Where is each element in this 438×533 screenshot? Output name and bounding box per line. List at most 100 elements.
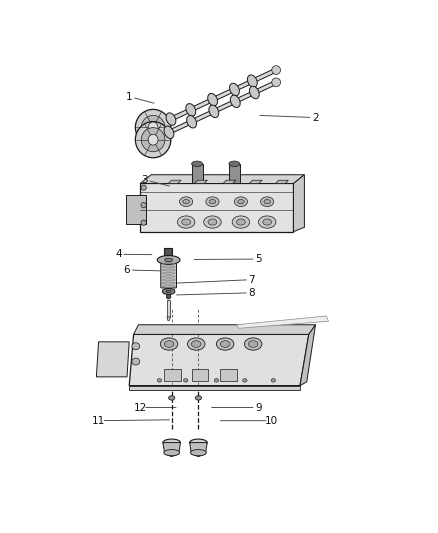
Bar	[164, 369, 181, 381]
Polygon shape	[167, 317, 170, 320]
Polygon shape	[163, 442, 180, 457]
Ellipse shape	[182, 219, 191, 225]
Polygon shape	[293, 175, 304, 232]
Bar	[164, 248, 172, 255]
Ellipse shape	[190, 439, 207, 446]
Polygon shape	[276, 180, 288, 183]
Ellipse shape	[206, 197, 219, 206]
Ellipse shape	[163, 439, 180, 446]
Polygon shape	[249, 180, 262, 183]
Ellipse shape	[187, 338, 205, 350]
Ellipse shape	[180, 197, 193, 206]
Ellipse shape	[243, 378, 247, 382]
Ellipse shape	[186, 103, 196, 116]
Ellipse shape	[191, 449, 206, 456]
Ellipse shape	[271, 378, 276, 382]
Polygon shape	[194, 180, 208, 183]
Ellipse shape	[157, 255, 180, 264]
Ellipse shape	[141, 220, 146, 225]
Ellipse shape	[244, 338, 262, 350]
Ellipse shape	[230, 83, 240, 96]
Polygon shape	[192, 164, 202, 183]
Ellipse shape	[247, 75, 257, 87]
Polygon shape	[237, 316, 328, 328]
Polygon shape	[190, 442, 207, 457]
Ellipse shape	[191, 341, 201, 348]
Ellipse shape	[183, 199, 189, 204]
Text: 11: 11	[92, 416, 105, 426]
Bar	[192, 369, 208, 381]
Polygon shape	[134, 325, 315, 334]
Polygon shape	[129, 386, 300, 390]
Ellipse shape	[237, 219, 245, 225]
Polygon shape	[126, 195, 145, 224]
Text: 2: 2	[312, 112, 319, 123]
Ellipse shape	[272, 78, 280, 87]
Text: 9: 9	[255, 402, 262, 413]
Ellipse shape	[141, 115, 165, 140]
Ellipse shape	[135, 109, 171, 146]
Ellipse shape	[264, 199, 271, 204]
Ellipse shape	[272, 66, 280, 75]
Polygon shape	[155, 69, 274, 128]
Ellipse shape	[209, 199, 216, 204]
Ellipse shape	[166, 290, 171, 293]
Text: 5: 5	[255, 254, 262, 264]
FancyBboxPatch shape	[161, 263, 177, 288]
Ellipse shape	[162, 288, 175, 295]
Ellipse shape	[204, 216, 221, 228]
Ellipse shape	[187, 116, 197, 128]
Polygon shape	[168, 180, 181, 183]
Text: 4: 4	[115, 249, 122, 259]
Ellipse shape	[157, 378, 162, 382]
Ellipse shape	[214, 378, 219, 382]
Ellipse shape	[263, 219, 272, 225]
Ellipse shape	[160, 338, 178, 350]
Text: 3: 3	[141, 175, 148, 185]
Ellipse shape	[195, 395, 201, 400]
Ellipse shape	[184, 378, 188, 382]
Text: 7: 7	[248, 274, 255, 285]
Ellipse shape	[164, 341, 174, 348]
Ellipse shape	[261, 197, 274, 206]
Ellipse shape	[208, 219, 217, 225]
Ellipse shape	[237, 199, 244, 204]
Ellipse shape	[166, 113, 176, 125]
Ellipse shape	[249, 86, 259, 99]
Ellipse shape	[166, 295, 171, 299]
Ellipse shape	[169, 395, 175, 400]
Ellipse shape	[248, 341, 258, 348]
Ellipse shape	[141, 128, 165, 152]
Text: 8: 8	[248, 288, 255, 298]
Text: 10: 10	[265, 416, 278, 426]
Text: 12: 12	[134, 402, 147, 413]
Ellipse shape	[165, 258, 173, 262]
Ellipse shape	[208, 93, 218, 106]
Polygon shape	[229, 164, 240, 183]
Ellipse shape	[258, 216, 276, 228]
Ellipse shape	[164, 449, 180, 456]
Ellipse shape	[192, 161, 202, 166]
Ellipse shape	[232, 216, 250, 228]
Polygon shape	[140, 183, 293, 232]
Bar	[220, 369, 237, 381]
Ellipse shape	[148, 134, 158, 145]
Polygon shape	[96, 342, 129, 377]
Ellipse shape	[132, 358, 140, 365]
Ellipse shape	[229, 161, 240, 166]
Ellipse shape	[230, 95, 240, 108]
Ellipse shape	[135, 122, 171, 158]
Ellipse shape	[234, 197, 247, 206]
Ellipse shape	[132, 343, 140, 350]
Text: 6: 6	[124, 265, 131, 275]
Ellipse shape	[177, 216, 195, 228]
Ellipse shape	[141, 203, 146, 208]
Text: 1: 1	[126, 92, 133, 102]
Polygon shape	[140, 175, 304, 183]
Ellipse shape	[216, 338, 234, 350]
Bar	[167, 300, 170, 317]
Polygon shape	[300, 325, 315, 386]
Ellipse shape	[209, 105, 219, 118]
Polygon shape	[223, 180, 236, 183]
Ellipse shape	[164, 126, 174, 139]
